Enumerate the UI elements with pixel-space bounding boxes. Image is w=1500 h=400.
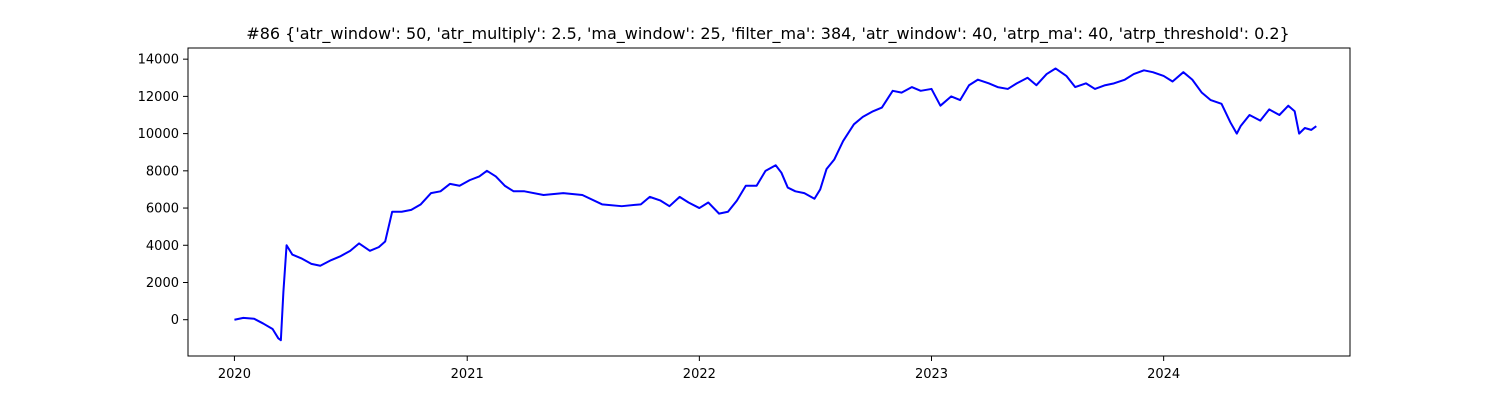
x-tick-label: 2022 — [683, 367, 716, 382]
x-tick-label: 2023 — [915, 367, 948, 382]
x-tick-label: 2024 — [1147, 367, 1180, 382]
x-tick-label: 2021 — [451, 367, 484, 382]
chart-title: #86 {'atr_window': 50, 'atr_multiply': 2… — [246, 24, 1289, 44]
axes-frame — [187, 47, 1351, 357]
y-tick-label: 6000 — [146, 202, 179, 217]
y-tick-label: 0 — [171, 313, 179, 328]
x-axis: 2020 2021 2022 2023 2024 — [218, 356, 1180, 382]
y-tick-label: 8000 — [146, 164, 179, 179]
y-tick-label: 4000 — [146, 239, 179, 254]
y-tick-label: 14000 — [138, 53, 179, 68]
y-tick-label: 2000 — [146, 276, 179, 291]
y-tick-label: 12000 — [138, 90, 179, 105]
y-tick-label: 10000 — [138, 127, 179, 142]
y-axis: 0 2000 4000 6000 8000 10000 12000 14000 — [138, 53, 188, 328]
plot-area — [187, 47, 1351, 357]
series-line-0 — [234, 67, 1317, 342]
x-tick-label: 2020 — [218, 367, 251, 382]
